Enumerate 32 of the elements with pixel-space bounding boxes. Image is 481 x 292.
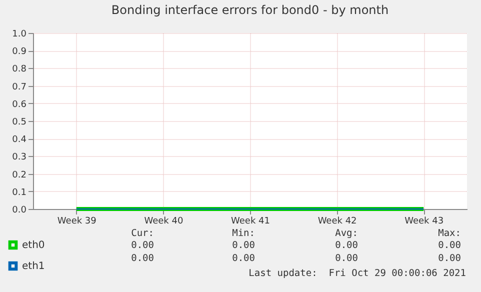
y-tick-label: 0.0	[12, 206, 27, 216]
text: 0.00	[335, 253, 358, 264]
y-tick-label: 0.4	[12, 135, 27, 146]
y-tick-label: 0.5	[12, 118, 26, 128]
x-tick-label: Week 40	[144, 216, 184, 226]
text: 0.00	[232, 240, 255, 251]
x-tick-label: Week 39	[57, 216, 97, 226]
text: 0.00	[131, 240, 154, 251]
y-tick-label: 0.2	[12, 170, 26, 180]
y-tick-label: 0.3	[12, 152, 26, 163]
y-tick-label: 0.9	[12, 47, 27, 58]
y-tick-label: 0.7	[12, 82, 26, 92]
legend-label: eth0	[22, 240, 45, 251]
y-tick-label: 1.0	[12, 30, 27, 40]
y-tick-label: 0.8	[12, 64, 27, 75]
y-tick-label: 0.1	[12, 188, 26, 198]
text: Last update: Fri Oct 29 00:00:06 2021	[248, 268, 466, 279]
text: 0.00	[335, 240, 358, 251]
text: 0.00	[438, 240, 461, 251]
text: Avg:	[335, 228, 358, 239]
chart-title: Bonding interface errors for bond0 - by month	[111, 3, 389, 17]
x-tick-label: Week 41	[231, 216, 270, 226]
text: 0.00	[232, 253, 255, 264]
y-tick-label: 0.6	[12, 100, 27, 110]
text: Cur:	[131, 228, 154, 239]
text: 0.00	[438, 253, 461, 264]
legend-label: eth1	[22, 261, 45, 272]
text: 0.00	[131, 253, 154, 264]
text: Min:	[232, 228, 255, 239]
text: Max:	[438, 228, 461, 239]
x-tick-label: Week 43	[404, 216, 444, 226]
x-tick-label: Week 42	[318, 216, 357, 226]
